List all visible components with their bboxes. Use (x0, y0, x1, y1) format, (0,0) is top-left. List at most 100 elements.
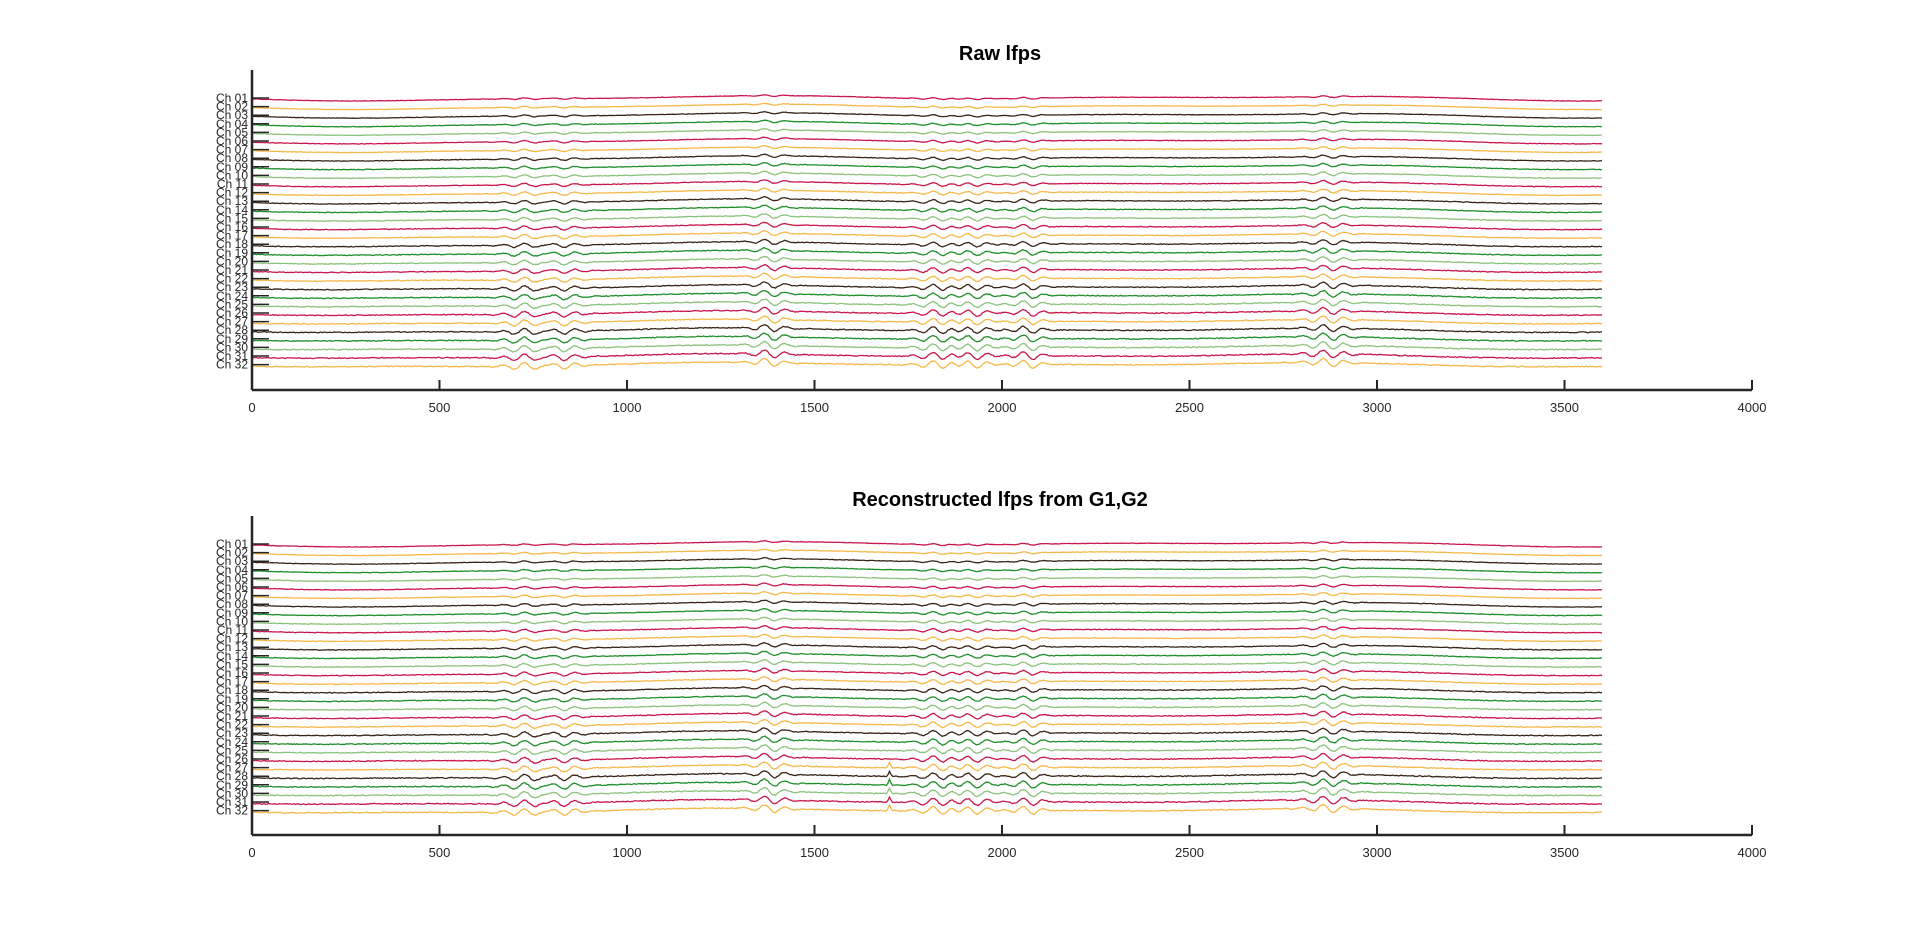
x-tick-label: 3000 (1363, 845, 1392, 860)
channel-label: Ch 27 (216, 761, 248, 775)
x-tick-label: 3000 (1363, 400, 1392, 415)
trace-ch-13 (251, 196, 1603, 205)
channel-label: Ch 10 (216, 614, 248, 628)
trace-ch-29 (251, 332, 1603, 344)
axes-group: 0 500 1000 1500 2000 2500 3000 3500 4000 (248, 516, 1766, 860)
trace-ch-31 (251, 795, 1603, 808)
x-tick-label: 0 (248, 400, 255, 415)
channel-label: Ch 29 (216, 778, 248, 792)
channel-label: Ch 21 (216, 263, 248, 277)
trace-ch-32 (251, 357, 1603, 370)
trace-ch-18 (251, 238, 1603, 249)
channel-label: Ch 17 (216, 229, 248, 243)
trace-group (251, 94, 1603, 370)
x-tick-label: 4000 (1738, 400, 1767, 415)
channel-label: Ch 12 (216, 186, 248, 200)
channel-label: Ch 01 (216, 537, 248, 551)
channel-label: Ch 28 (216, 769, 248, 783)
channel-label: Ch 32 (216, 804, 248, 818)
trace-ch-07 (251, 144, 1603, 154)
trace-ch-12 (251, 187, 1603, 197)
trace-ch-26 (251, 306, 1603, 318)
trace-ch-12 (251, 633, 1603, 643)
trace-ch-17 (251, 229, 1603, 240)
channel-label: Ch 19 (216, 246, 248, 260)
trace-ch-24 (251, 735, 1603, 747)
channel-label: Ch 07 (216, 589, 248, 603)
trace-ch-29 (251, 777, 1603, 790)
channel-label: Ch 16 (216, 666, 248, 680)
trace-ch-28 (251, 769, 1603, 782)
trace-ch-19 (251, 692, 1603, 703)
trace-ch-02 (251, 548, 1603, 557)
trace-ch-03 (251, 110, 1603, 119)
trace-ch-15 (251, 213, 1603, 223)
trace-ch-06 (251, 582, 1603, 591)
channel-label: Ch 10 (216, 168, 248, 182)
channel-label: Ch 04 (216, 117, 248, 131)
trace-ch-26 (251, 752, 1603, 764)
trace-ch-18 (251, 684, 1603, 695)
channel-label: Ch 23 (216, 280, 248, 294)
channel-label: Ch 02 (216, 546, 248, 560)
trace-ch-06 (251, 136, 1603, 145)
trace-ch-28 (251, 323, 1603, 336)
channel-label: Ch 07 (216, 143, 248, 157)
trace-ch-09 (251, 607, 1603, 617)
trace-ch-22 (251, 718, 1603, 730)
channel-label: Ch 12 (216, 632, 248, 646)
chart-title: Raw lfps (959, 43, 1041, 65)
channel-label: Ch 20 (216, 254, 248, 268)
trace-ch-09 (251, 161, 1603, 171)
x-tick-label: 1500 (800, 400, 829, 415)
channel-label: Ch 15 (216, 211, 248, 225)
trace-ch-03 (251, 557, 1603, 565)
trace-ch-02 (251, 102, 1603, 111)
trace-ch-05 (251, 574, 1603, 583)
channel-label: Ch 14 (216, 203, 248, 217)
channel-label: Ch 29 (216, 332, 248, 346)
channel-label: Ch 24 (216, 735, 248, 749)
x-tick-label: 4000 (1738, 845, 1767, 860)
channel-label: Ch 05 (216, 125, 248, 139)
trace-ch-27 (251, 315, 1603, 327)
trace-ch-21 (251, 263, 1603, 275)
axes-group: 0 500 1000 1500 2000 2500 3000 3500 4000 (248, 70, 1766, 415)
trace-ch-21 (251, 710, 1603, 721)
trace-ch-10 (251, 170, 1603, 180)
channel-label: Ch 25 (216, 743, 248, 757)
channel-label: Ch 31 (216, 349, 248, 363)
channel-label: Ch 30 (216, 340, 248, 354)
trace-ch-23 (251, 281, 1603, 292)
channel-label: Ch 08 (216, 597, 248, 611)
trace-ch-04 (251, 565, 1603, 574)
trace-ch-32 (251, 803, 1603, 817)
channel-label: Ch 21 (216, 709, 248, 723)
trace-ch-24 (251, 289, 1603, 301)
channel-label: Ch 31 (216, 795, 248, 809)
trace-ch-11 (251, 179, 1603, 188)
channel-label: Ch 11 (217, 177, 248, 191)
channel-label: Ch 05 (216, 571, 248, 585)
channel-label: Ch 16 (216, 220, 248, 234)
channel-label: Ch 18 (216, 237, 248, 251)
trace-ch-25 (251, 298, 1603, 310)
trace-group (251, 539, 1603, 817)
trace-ch-13 (251, 642, 1603, 651)
channel-label: Ch 22 (216, 718, 248, 732)
trace-ch-16 (251, 221, 1603, 231)
channel-label: Ch 19 (216, 692, 248, 706)
x-tick-label: 2000 (988, 845, 1017, 860)
channel-label: Ch 04 (216, 563, 248, 577)
channel-label: Ch 03 (216, 108, 248, 122)
trace-ch-23 (251, 727, 1603, 738)
trace-ch-16 (251, 667, 1603, 677)
channel-label: Ch 13 (216, 194, 248, 208)
channel-label: Ch 30 (216, 786, 248, 800)
channel-label: Ch 28 (216, 323, 248, 337)
